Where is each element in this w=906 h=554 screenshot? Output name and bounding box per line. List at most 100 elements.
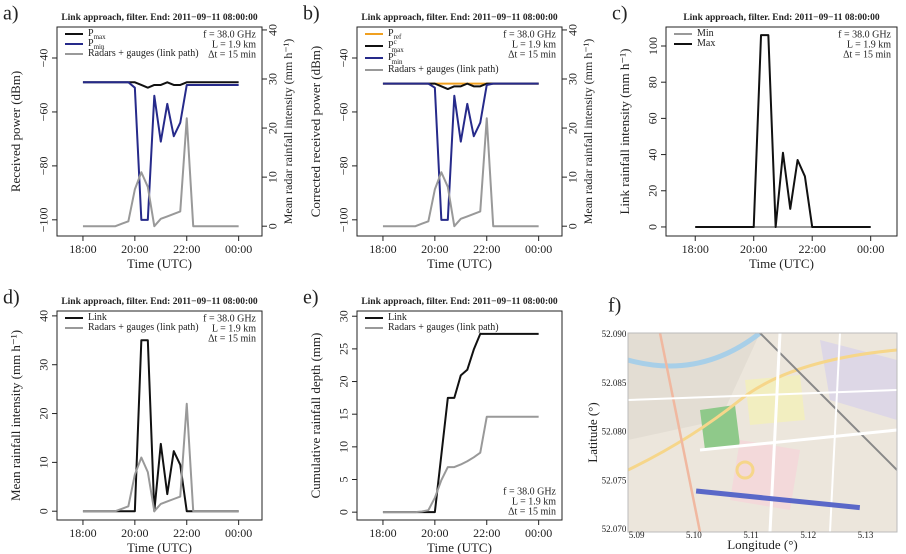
series-line	[383, 84, 539, 220]
y-tick-label: −100	[337, 207, 351, 232]
y-tick-label: 52.075	[602, 475, 627, 485]
annotation: Δt = 15 min	[843, 49, 891, 60]
legend-label: Radars + gauges (link path)	[388, 322, 499, 333]
y-tick-label: 40	[37, 310, 51, 322]
annotation: Δt = 15 min	[508, 506, 556, 517]
annotation: Δt = 15 min	[508, 49, 556, 60]
y-tick-label: 0	[37, 508, 51, 514]
y2-tick-label: 10	[266, 171, 280, 183]
x-tick-label: 22:00	[173, 526, 200, 540]
y2-tick-label: 30	[266, 73, 280, 85]
panel-label: a)	[3, 3, 19, 25]
x-tick-label: 18:00	[69, 242, 96, 256]
legend-label-part: Radars + gauges (link path)	[388, 322, 499, 333]
y-axis-label: Cumulative rainfall depth (mm)	[308, 333, 323, 499]
x-tick-label: 18:00	[369, 526, 396, 540]
y2-axis-label: Mean radar rainfall intensity (mm h⁻¹)	[281, 39, 295, 225]
legend-label-part: Radars + gauges (link path)	[88, 48, 199, 59]
series-line	[83, 82, 239, 220]
x-tick-label: 5.13	[858, 530, 874, 540]
x-tick-label: 20:00	[121, 526, 148, 540]
y-tick-label: 15	[337, 408, 351, 420]
chart-title: Link approach, filter. End: 2011−09−11 0…	[61, 13, 258, 23]
legend-label: Max	[697, 38, 715, 49]
panel-label: c)	[612, 3, 628, 25]
y2-tick-label: 40	[266, 24, 280, 36]
y2-tick-label: 40	[566, 24, 580, 36]
y-tick-label: 30	[37, 359, 51, 371]
series-line	[383, 118, 539, 226]
y-tick-label: 30	[337, 310, 351, 322]
x-tick-label: 22:00	[799, 242, 826, 256]
y-tick-label: 52.085	[602, 378, 627, 388]
y2-tick-label: 20	[566, 122, 580, 134]
legend-label-part: Radars + gauges (link path)	[388, 64, 499, 75]
x-tick-label: 00:00	[225, 526, 252, 540]
x-tick-label: 00:00	[525, 526, 552, 540]
legend-label-part: c	[394, 50, 397, 58]
y-axis-label: Latitude (°)	[585, 402, 600, 462]
chart-title: Link approach, filter. End: 2011−09−11 0…	[361, 13, 558, 23]
chart-title: Link approach, filter. End: 2011−09−11 0…	[683, 13, 880, 23]
chart-title: Link approach, filter. End: 2011−09−11 0…	[61, 297, 258, 307]
y-tick-label: −100	[37, 207, 51, 232]
y-tick-label: −80	[337, 156, 351, 175]
y-axis-label: Received power (dBm)	[8, 71, 23, 192]
y-tick-label: −60	[37, 103, 51, 122]
x-tick-label: 20:00	[421, 242, 448, 256]
x-tick-label: 5.09	[629, 530, 645, 540]
series-line	[695, 35, 870, 227]
x-axis-label: Time (UTC)	[127, 540, 192, 554]
y-tick-label: 10	[37, 456, 51, 468]
y-axis-label: Link rainfall intensity (mm h⁻¹)	[617, 48, 632, 214]
y2-tick-label: 10	[566, 171, 580, 183]
y-tick-label: 20	[337, 376, 351, 388]
x-tick-label: 20:00	[421, 526, 448, 540]
chart-title: Link approach, filter. End: 2011−09−11 0…	[361, 297, 558, 307]
x-tick-label: 5.10	[686, 530, 702, 540]
annotation: Δt = 15 min	[208, 49, 256, 60]
legend-label-part: Max	[697, 38, 715, 49]
x-axis-label: Longitude (°)	[727, 537, 798, 552]
panel-label: f)	[608, 295, 621, 317]
x-axis-label: Time (UTC)	[749, 256, 814, 271]
y-tick-label: 20	[37, 408, 51, 420]
x-tick-label: 20:00	[121, 242, 148, 256]
x-tick-label: 18:00	[682, 242, 709, 256]
x-tick-label: 18:00	[69, 526, 96, 540]
x-tick-label: 22:00	[173, 242, 200, 256]
x-axis-label: Time (UTC)	[127, 256, 192, 271]
y2-axis-label: Mean radar rainfall intensity (mm h⁻¹)	[581, 39, 595, 225]
legend-label: Radars + gauges (link path)	[88, 48, 199, 59]
y-tick-label: 0	[337, 509, 351, 515]
legend-label: Radars + gauges (link path)	[88, 322, 199, 333]
x-tick-label: 00:00	[225, 242, 252, 256]
panel-label: e)	[303, 287, 319, 309]
x-axis-label: Time (UTC)	[427, 256, 492, 271]
x-tick-label: 5.12	[800, 530, 816, 540]
legend-label-part: max	[94, 33, 107, 41]
panel-label: d)	[3, 287, 20, 309]
x-tick-label: 00:00	[857, 242, 884, 256]
x-tick-label: 22:00	[473, 242, 500, 256]
y-tick-label: 52.070	[602, 524, 627, 534]
y2-tick-label: 20	[266, 122, 280, 134]
y-tick-label: −80	[37, 156, 51, 175]
y2-tick-label: 0	[266, 223, 280, 229]
y-tick-label: 80	[646, 76, 660, 88]
y-tick-label: −40	[37, 49, 51, 68]
x-tick-label: 5.11	[743, 530, 758, 540]
y-tick-label: 52.090	[602, 329, 627, 339]
legend-label-part: Radars + gauges (link path)	[88, 322, 199, 333]
y-tick-label: 25	[337, 343, 351, 355]
y-tick-label: −40	[337, 49, 351, 68]
y-tick-label: −60	[337, 103, 351, 122]
x-axis-label: Time (UTC)	[427, 540, 492, 554]
series-line	[83, 340, 239, 511]
map-background	[628, 333, 897, 532]
y-tick-label: 20	[646, 185, 660, 197]
y-tick-label: 5	[337, 477, 351, 483]
y-tick-label: 40	[646, 149, 660, 161]
legend-label: Radars + gauges (link path)	[388, 64, 499, 75]
legend-label-part: c	[394, 38, 397, 46]
